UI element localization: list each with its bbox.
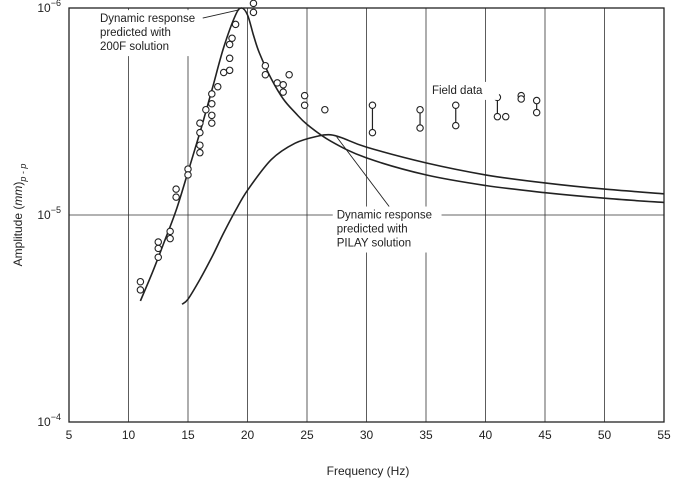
field-data-point — [208, 119, 216, 127]
annotation-field-data: Field data — [432, 85, 483, 97]
field-data-point — [196, 128, 204, 137]
field-data-point — [154, 244, 163, 253]
field-data-point — [279, 81, 287, 89]
field-data-point — [416, 105, 424, 114]
annotation-line: predicted with — [100, 27, 171, 39]
field-data-point — [214, 82, 222, 91]
annotation-line: Dynamic response — [100, 13, 195, 25]
annotation-line: PILAY solution — [337, 238, 411, 250]
y-axis-label-main: Amplitude ( — [11, 206, 25, 267]
x-tick-label: 50 — [598, 428, 612, 442]
field-data-point — [368, 101, 377, 110]
annotation-backing — [95, 10, 205, 57]
field-data-point — [172, 193, 180, 201]
field-data-point — [225, 54, 234, 63]
field-data-point — [532, 96, 541, 105]
field-data-point — [196, 141, 204, 149]
annotation-line: 200F solution — [100, 41, 169, 53]
field-data-point — [321, 105, 329, 114]
field-data-point — [300, 101, 309, 110]
field-data-point — [196, 119, 204, 127]
x-axis-label: Frequency (Hz) — [327, 464, 410, 478]
y-tick-label: 10−4 — [37, 412, 61, 429]
field-data-point — [532, 108, 541, 117]
field-data-point — [208, 90, 216, 98]
field-data-point — [368, 128, 377, 137]
y-tick-base: 10 — [37, 1, 51, 15]
y-axis-label-var: mm — [11, 186, 25, 206]
y-axis-label-sub: p - p — [18, 164, 28, 183]
field-data-markers — [136, 0, 541, 294]
field-data-point — [451, 101, 460, 110]
field-data-point — [279, 88, 287, 96]
field-data-point — [208, 99, 216, 108]
field-data-point — [225, 40, 234, 49]
svg-text:Amplitude (mm)p - p: Amplitude (mm)p - p — [11, 164, 28, 267]
y-axis-label-close: ) — [11, 182, 25, 186]
field-data-point — [416, 124, 424, 132]
x-tick-label: 20 — [241, 428, 255, 442]
x-tick-label: 10 — [122, 428, 136, 442]
field-data-point — [154, 253, 163, 262]
annotation-line: Dynamic response — [337, 210, 432, 222]
y-tick-labels: 10−610−510−4 — [37, 0, 61, 429]
field-data-point — [517, 95, 525, 103]
y-tick-exponent: −4 — [51, 412, 61, 422]
field-data-point — [208, 111, 216, 120]
annotation-backing — [427, 81, 499, 100]
x-tick-label: 5 — [66, 428, 73, 442]
plot-frame — [68, 7, 665, 423]
field-data-point — [225, 66, 234, 75]
field-data-point — [172, 185, 180, 193]
x-tick-label: 25 — [300, 428, 314, 442]
x-tick-label: 15 — [181, 428, 195, 442]
field-data-point — [231, 20, 240, 29]
field-data-point — [202, 105, 210, 114]
field-data-point — [166, 234, 174, 243]
field-data-point — [501, 112, 510, 121]
field-data-point — [196, 148, 204, 157]
annotation-backing — [332, 206, 442, 253]
y-axis-label: Amplitude (mm)p - p — [11, 164, 28, 267]
field-data-point — [451, 121, 460, 130]
annotations: Dynamic response predicted with 200F solut… — [95, 9, 499, 253]
field-data-point — [249, 8, 258, 17]
annotation-pilay: Dynamic response predicted with PILAY solu… — [337, 210, 432, 250]
annotation-leader — [336, 136, 390, 207]
field-data-point — [184, 171, 192, 179]
field-data-point — [300, 91, 309, 100]
pilay-response-curve — [181, 133, 665, 305]
x-tick-label: 30 — [360, 428, 374, 442]
field-data-point — [261, 70, 270, 79]
x-tick-label: 35 — [419, 428, 433, 442]
annotation-line: predicted with — [337, 224, 408, 236]
field-data-point — [228, 34, 236, 42]
field-data-point — [249, 0, 258, 8]
field-data-point — [493, 112, 502, 121]
y-tick-base: 10 — [37, 415, 51, 429]
y-tick-exponent: −6 — [51, 0, 61, 8]
annotation-leader — [202, 9, 240, 19]
annotation-200f: Dynamic response predicted with 200F solut… — [100, 13, 195, 53]
field-data-point — [136, 286, 145, 294]
y-tick-base: 10 — [37, 208, 51, 222]
field-data-point — [136, 277, 145, 286]
field-data-point — [166, 227, 174, 236]
y-tick-label: 10−5 — [37, 205, 61, 222]
field-data-point — [154, 238, 163, 246]
x-tick-label: 40 — [479, 428, 493, 442]
x-tick-label: 45 — [538, 428, 552, 442]
y-tick-exponent: −5 — [51, 205, 61, 215]
x-tick-label: 55 — [657, 428, 671, 442]
x-tick-labels: 5 10 15 20 25 30 35 40 45 50 55 — [66, 428, 671, 442]
field-data-point — [261, 61, 270, 70]
y-tick-label: 10−6 — [37, 0, 61, 15]
field-data-point — [285, 70, 293, 79]
annotation-line: Field data — [432, 85, 483, 97]
